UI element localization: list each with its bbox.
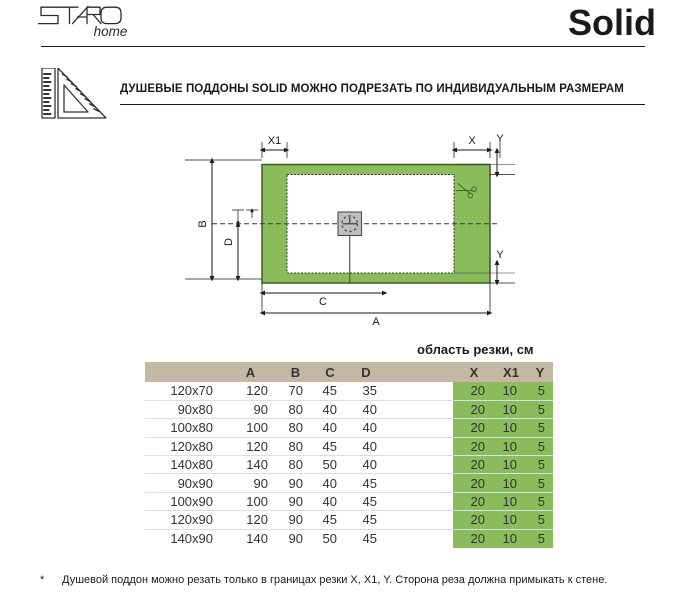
svg-text:B: B: [197, 220, 209, 227]
svg-text:X: X: [468, 135, 476, 147]
svg-text:home: home: [94, 24, 128, 39]
svg-text:D: D: [223, 238, 235, 246]
svg-text:Y: Y: [496, 249, 504, 261]
svg-text:X1: X1: [268, 135, 281, 147]
svg-text:A: A: [372, 316, 380, 328]
svg-text:C: C: [319, 296, 327, 308]
svg-text:Y: Y: [496, 133, 504, 145]
